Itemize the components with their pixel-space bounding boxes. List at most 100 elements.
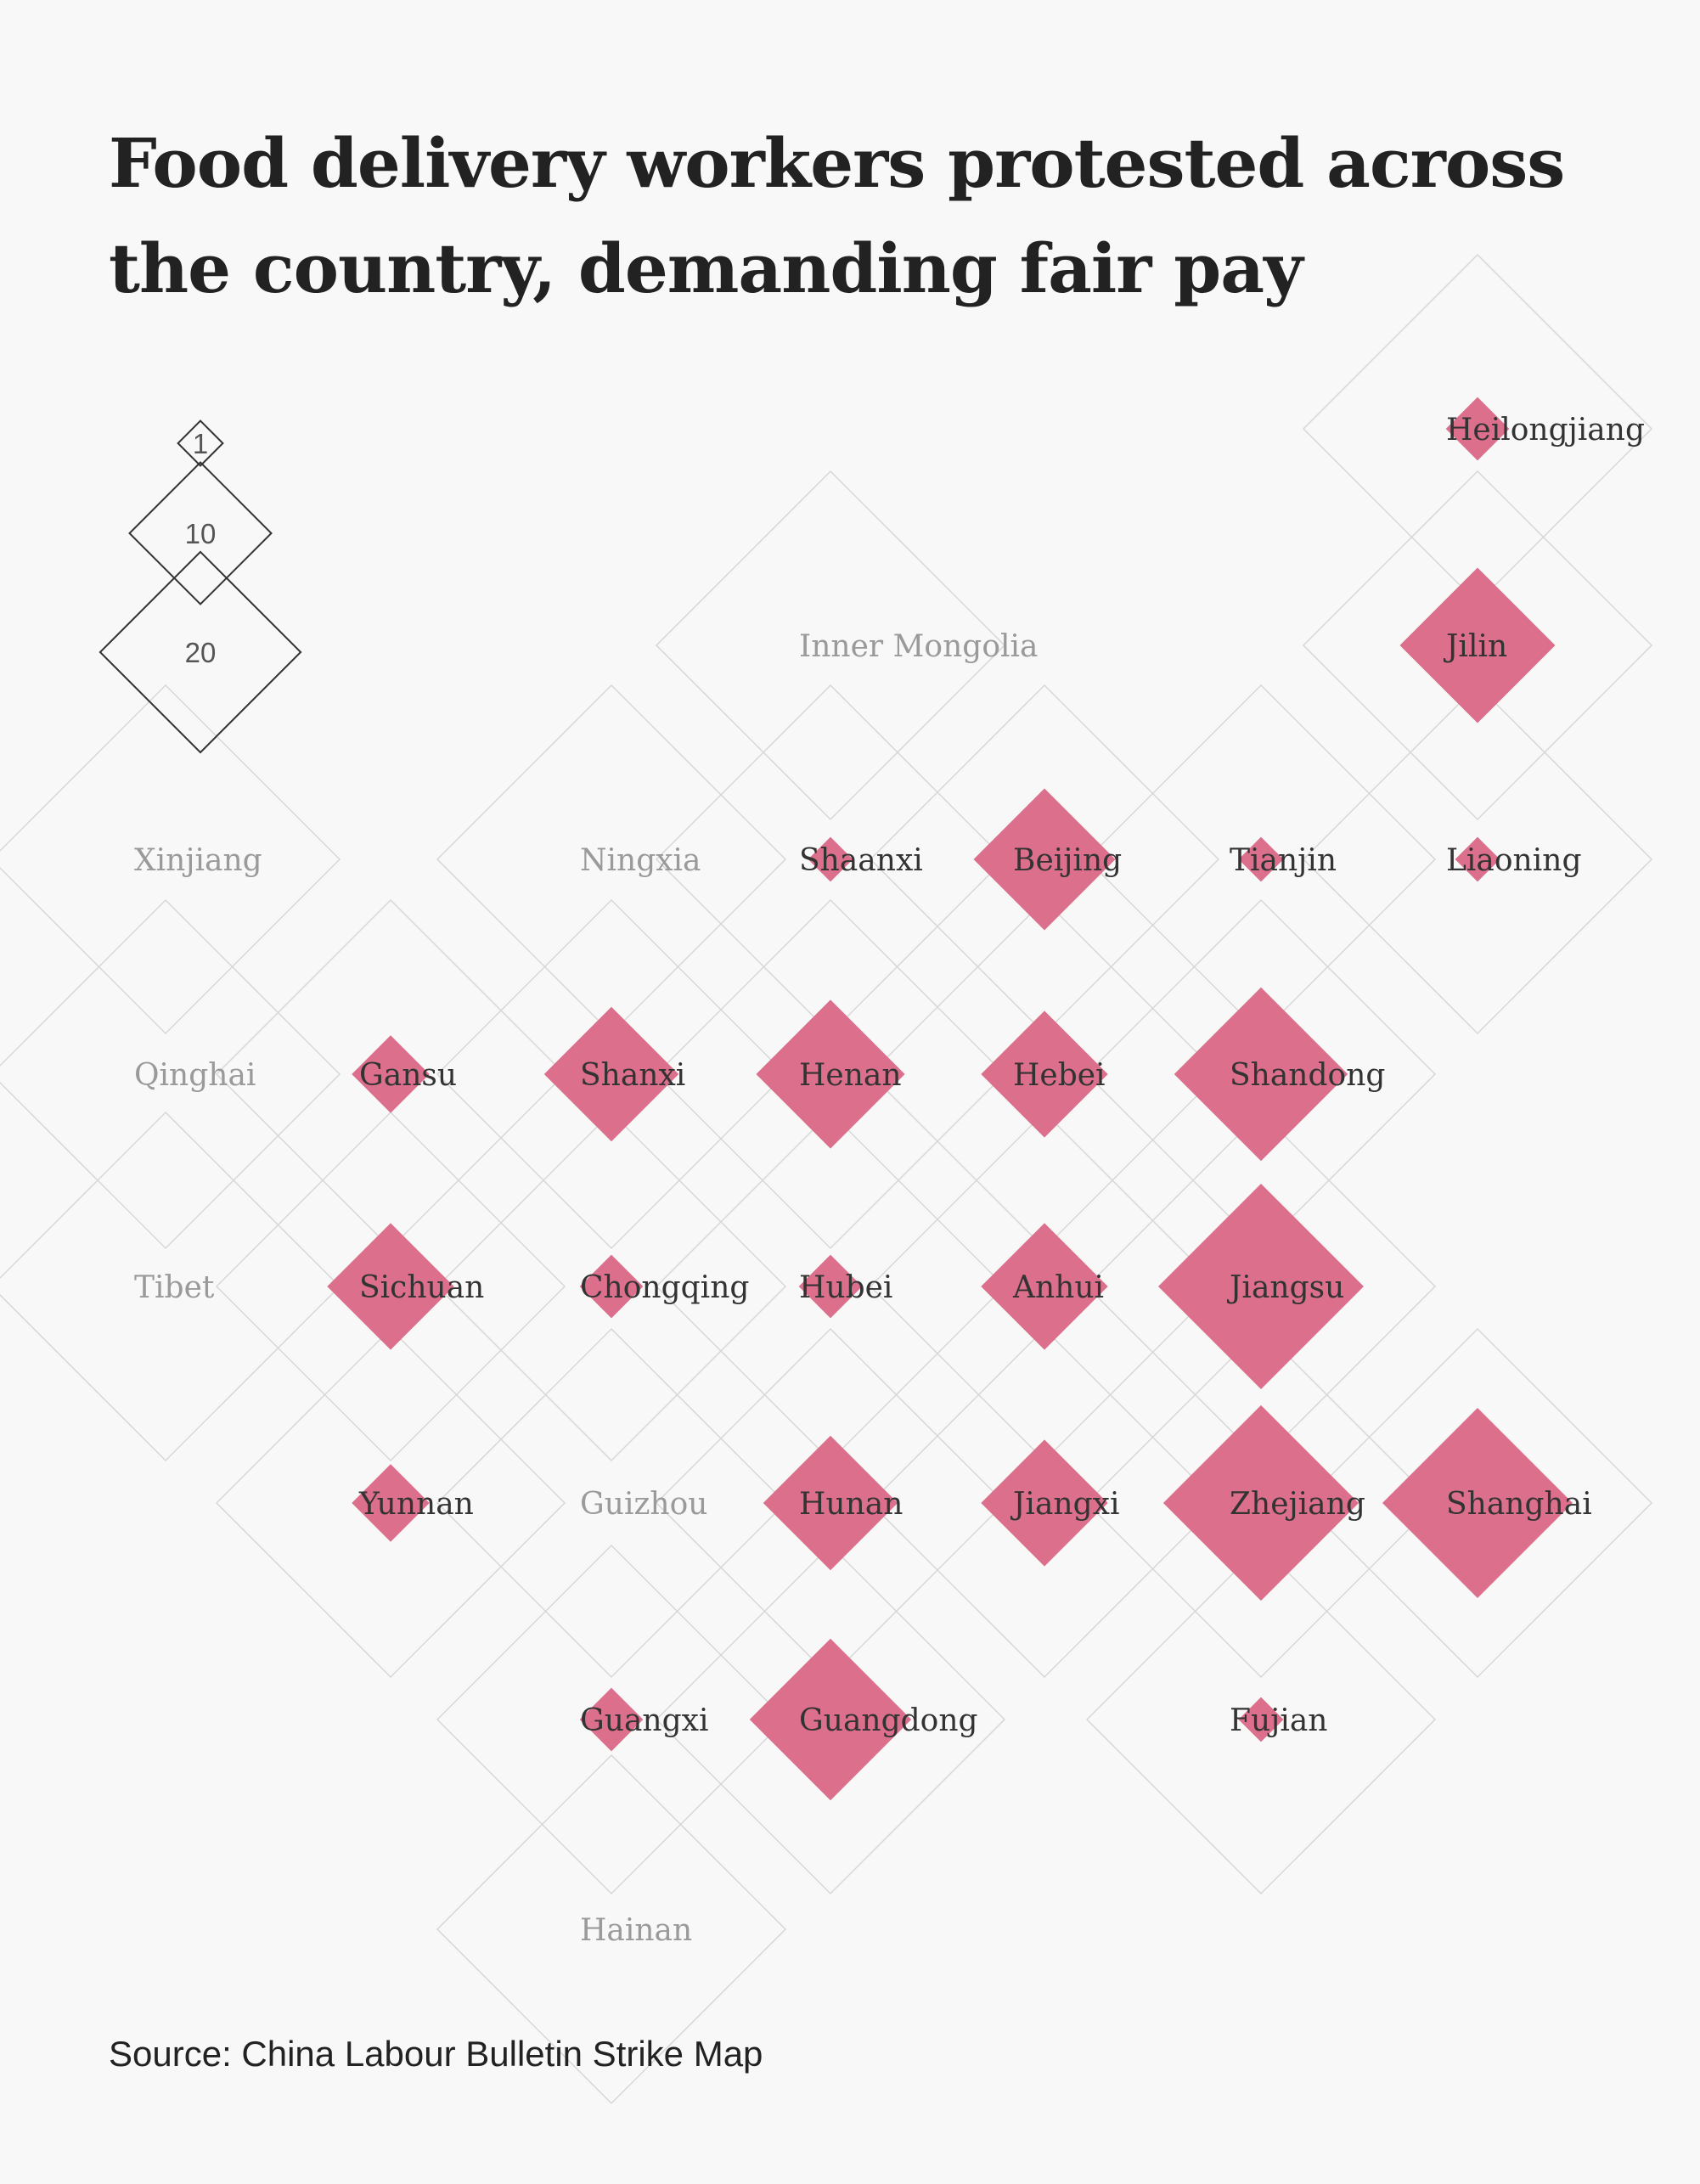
legend-item-10: 10 xyxy=(128,461,273,605)
province-henan[interactable]: Henan xyxy=(756,999,905,1149)
label-xinjiang: Xinjiang xyxy=(134,843,262,878)
label-liaoning: Liaoning xyxy=(1446,843,1582,878)
province-ningxia[interactable]: Ningxia xyxy=(580,843,701,878)
province-sichuan[interactable]: Sichuan xyxy=(327,1223,484,1350)
legend-diamond xyxy=(128,461,273,605)
province-chongqing[interactable]: Chongqing xyxy=(579,1254,750,1319)
label-hunan: Hunan xyxy=(799,1487,903,1522)
label-gansu: Gansu xyxy=(359,1058,457,1093)
label-hainan: Hainan xyxy=(580,1913,692,1948)
marker-anhui xyxy=(981,1223,1108,1350)
province-jiangsu[interactable]: Jiangsu xyxy=(1158,1184,1364,1389)
province-heilongjiang[interactable]: Heilongjiang xyxy=(1445,397,1645,461)
grid-cell-guangdong xyxy=(655,1544,1006,1895)
label-guangdong: Guangdong xyxy=(799,1703,978,1738)
grid-cell-guizhou xyxy=(436,1327,787,1679)
province-hubei[interactable]: Hubei xyxy=(798,1254,893,1319)
province-shanghai[interactable]: Shanghai xyxy=(1382,1407,1592,1599)
province-shandong[interactable]: Shandong xyxy=(1174,987,1386,1162)
grid-cell-jilin xyxy=(1302,470,1653,821)
province-shanxi[interactable]: Shanxi xyxy=(543,1006,686,1142)
label-shandong: Shandong xyxy=(1230,1058,1385,1093)
grid-cell-hainan xyxy=(436,1753,787,2105)
grid-cell-tibet xyxy=(0,1111,341,1462)
grid-cell-fujian xyxy=(1085,1544,1437,1895)
label-shanxi: Shanxi xyxy=(580,1058,685,1093)
grid-cell-yunnan xyxy=(215,1327,566,1679)
label-chongqing: Chongqing xyxy=(580,1270,749,1305)
label-henan: Henan xyxy=(799,1058,902,1093)
province-shaanxi[interactable]: Shaanxi xyxy=(799,836,923,882)
province-jiangxi[interactable]: Jiangxi xyxy=(981,1439,1119,1567)
legend-diamond xyxy=(99,550,302,754)
grid-cell-guangxi xyxy=(436,1544,787,1895)
label-beijing: Beijing xyxy=(1013,843,1122,878)
label-ningxia: Ningxia xyxy=(580,843,701,878)
marker-jilin xyxy=(1399,567,1556,723)
province-gansu[interactable]: Gansu xyxy=(352,1035,457,1113)
grid-cell-sichuan xyxy=(215,1111,566,1462)
province-fujian[interactable]: Fujian xyxy=(1230,1697,1328,1742)
province-anhui[interactable]: Anhui xyxy=(981,1223,1108,1350)
label-shanghai: Shanghai xyxy=(1446,1487,1592,1522)
marker-fujian xyxy=(1238,1697,1284,1742)
marker-chongqing xyxy=(579,1254,644,1319)
marker-shanghai xyxy=(1382,1407,1573,1599)
province-beijing[interactable]: Beijing xyxy=(973,788,1123,931)
label-inner-mongolia: Inner Mongolia xyxy=(799,629,1038,664)
marker-liaoning xyxy=(1455,836,1500,882)
marker-shaanxi xyxy=(808,836,853,882)
label-tibet: Tibet xyxy=(134,1270,215,1305)
province-guizhou[interactable]: Guizhou xyxy=(580,1487,707,1522)
legend-diamond xyxy=(177,419,224,467)
province-yunnan[interactable]: Yunnan xyxy=(352,1464,474,1542)
legend-label: 10 xyxy=(185,518,217,549)
legend-label: 20 xyxy=(185,637,217,668)
label-hebei: Hebei xyxy=(1013,1058,1106,1093)
grid-cell-zhejiang xyxy=(1085,1327,1437,1679)
marker-shandong xyxy=(1174,987,1348,1162)
marker-zhejiang xyxy=(1162,1404,1359,1601)
province-tiles: Heilongjiang Inner Mongolia Jilin Xinjiang N… xyxy=(134,397,1645,1948)
grid-cell-shanxi xyxy=(436,898,787,1250)
province-hebei[interactable]: Hebei xyxy=(981,1010,1108,1138)
province-qinghai[interactable]: Qinghai xyxy=(134,1058,256,1093)
province-hunan[interactable]: Hunan xyxy=(763,1435,903,1571)
province-hainan[interactable]: Hainan xyxy=(580,1913,692,1948)
province-guangdong[interactable]: Guangdong xyxy=(749,1638,978,1801)
label-qinghai: Qinghai xyxy=(134,1058,256,1093)
marker-jiangsu xyxy=(1158,1184,1364,1389)
chart-title: Food delivery workers protested across t… xyxy=(109,110,1637,321)
grid-cell-liaoning xyxy=(1302,684,1653,1035)
grid-cell-shanghai xyxy=(1302,1327,1653,1679)
province-jilin[interactable]: Jilin xyxy=(1399,567,1556,723)
marker-gansu xyxy=(352,1035,430,1113)
province-guangxi[interactable]: Guangxi xyxy=(579,1687,709,1752)
label-zhejiang: Zhejiang xyxy=(1230,1487,1365,1522)
label-jiangxi: Jiangxi xyxy=(1010,1487,1119,1522)
legend-label: 1 xyxy=(193,428,208,459)
label-jilin: Jilin xyxy=(1443,629,1507,664)
label-anhui: Anhui xyxy=(1012,1270,1104,1305)
label-jiangsu: Jiangsu xyxy=(1226,1270,1344,1305)
province-liaoning[interactable]: Liaoning xyxy=(1446,836,1582,882)
province-tianjin[interactable]: Tianjin xyxy=(1230,836,1337,882)
marker-yunnan xyxy=(352,1464,430,1542)
province-zhejiang[interactable]: Zhejiang xyxy=(1162,1404,1365,1601)
size-legend: 1 10 20 xyxy=(99,419,302,754)
marker-henan xyxy=(756,999,905,1149)
marker-hubei xyxy=(798,1254,863,1319)
province-xinjiang[interactable]: Xinjiang xyxy=(134,843,262,878)
marker-jiangxi xyxy=(981,1439,1108,1567)
label-yunnan: Yunnan xyxy=(358,1487,474,1522)
grid-cell-inner-mongolia xyxy=(655,470,1006,821)
province-tibet[interactable]: Tibet xyxy=(134,1270,215,1305)
grid-cell-jiangxi xyxy=(869,1327,1220,1679)
grid-lines xyxy=(0,253,1653,2105)
legend-item-20: 20 xyxy=(99,550,302,754)
grid-cell-chongqing xyxy=(436,1111,787,1462)
grid-cell-qinghai xyxy=(0,898,341,1250)
province-inner-mongolia[interactable]: Inner Mongolia xyxy=(799,629,1038,664)
marker-heilongjiang xyxy=(1445,397,1510,461)
